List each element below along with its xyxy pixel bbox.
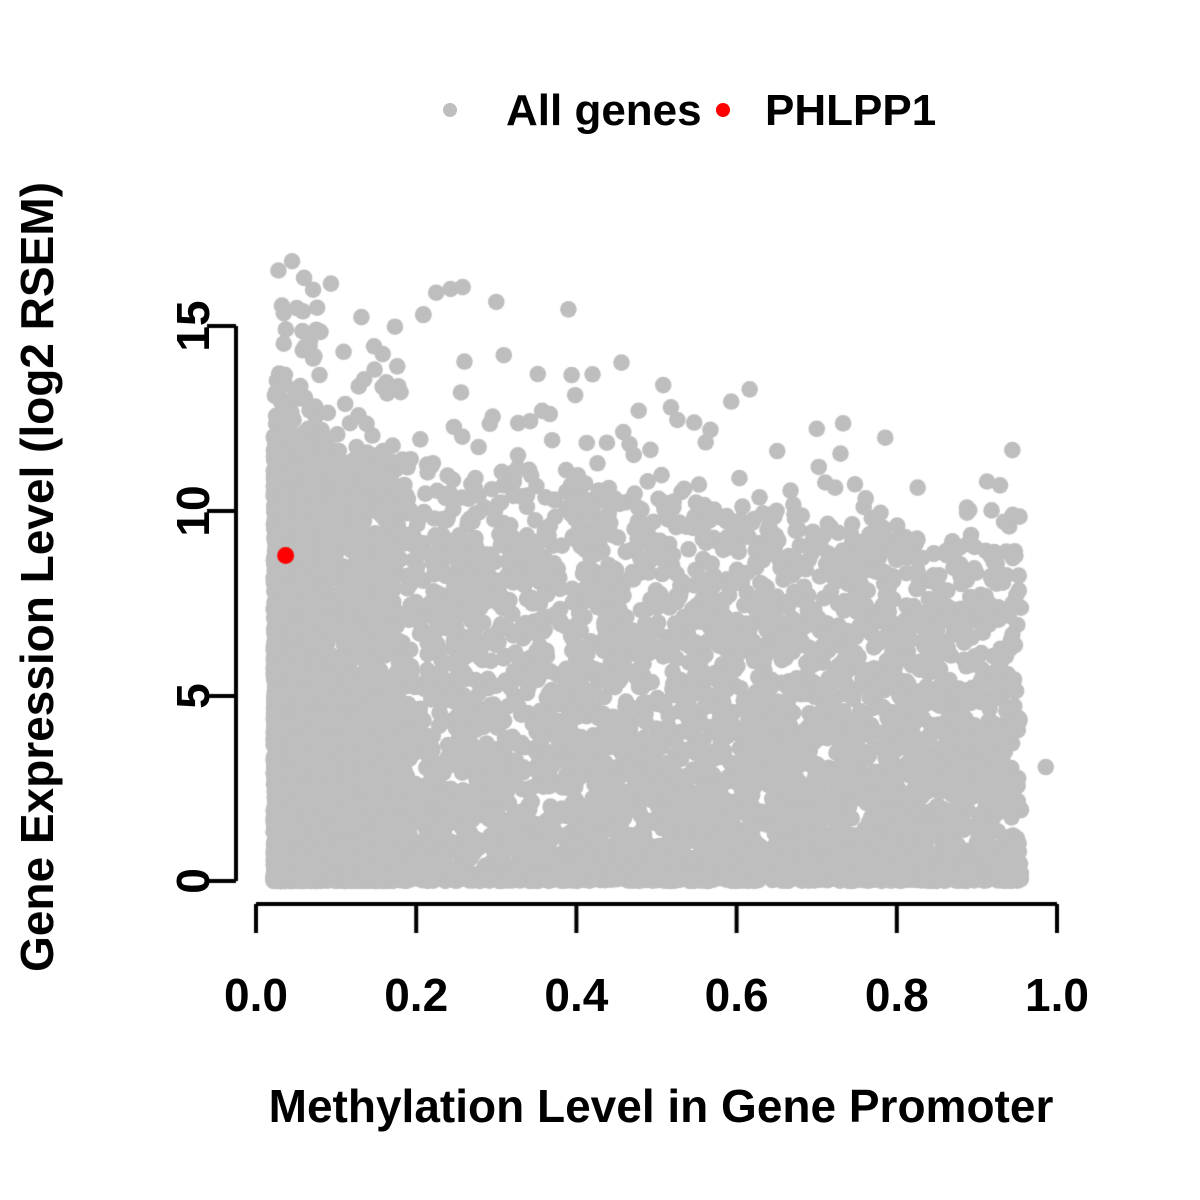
y-tick-label: 5 — [167, 683, 219, 709]
legend-label-phlpp1: PHLPP1 — [765, 86, 937, 135]
y-tick-label: 10 — [167, 485, 219, 537]
y-tick-label: 0 — [167, 868, 219, 894]
x-tick-label: 0.4 — [544, 969, 609, 1021]
x-tick-label: 0.6 — [704, 969, 769, 1021]
y-tick-label: 15 — [167, 300, 219, 352]
x-tick-label: 0.0 — [224, 969, 288, 1021]
legend-label-all-genes: All genes — [506, 86, 702, 135]
x-tick-label: 0.8 — [864, 969, 929, 1021]
x-tick-label: 1.0 — [1025, 969, 1089, 1021]
x-tick-label: 0.2 — [384, 969, 449, 1021]
y-axis-title: Gene Expression Level (log2 RSEM) — [11, 182, 63, 972]
phlpp1-marker-icon — [716, 103, 730, 117]
all-genes-marker-icon — [443, 103, 457, 117]
x-axis-title: Methylation Level in Gene Promoter — [268, 1080, 1054, 1132]
